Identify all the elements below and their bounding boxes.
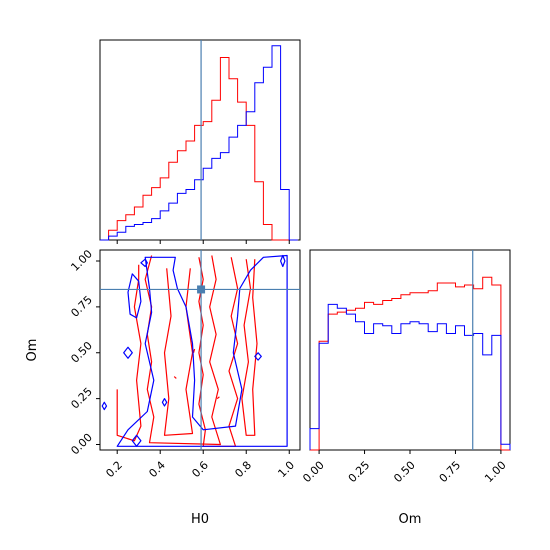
contour-series-0-level-2 (116, 264, 142, 442)
contour-series-1-level-3 (123, 346, 133, 359)
contour-ytick-label-4: 1.00 (68, 247, 95, 274)
contour-xtick-label-4: 1.0 (275, 459, 297, 481)
contour-xtick-label-3: 0.8 (232, 459, 254, 481)
contour-xtick-label-2: 0.6 (189, 459, 211, 481)
contour-ytick-label-3: 0.75 (68, 293, 95, 320)
hist-Om-xtick-label-0: 0.00 (300, 459, 327, 486)
contour-series-1-level-7 (161, 398, 168, 407)
hist-H0-ticks (116, 240, 290, 244)
contour-lines (101, 254, 288, 447)
contour-series-0-level-4 (241, 259, 258, 436)
hist-Om-xtick-label-2: 0.50 (391, 459, 418, 486)
hist-Om-xtick-label-3: 0.75 (437, 459, 464, 486)
hist-Om-content (309, 250, 511, 451)
contour-series-1-level-0 (116, 254, 288, 447)
hist-Om-ticks: 0.00 0.25 0.50 0.75 1.00 (300, 450, 509, 486)
contour-ytick-label-0: 0.00 (68, 431, 95, 458)
panel-hist-H0-frame (99, 39, 301, 241)
hist-H0-content (100, 40, 298, 241)
hist-H0-series-1-step (100, 45, 298, 241)
contour-series-0-level-6 (192, 348, 196, 353)
ylabel-Om: Om (25, 339, 40, 362)
contour-xtick-label-1: 0.4 (146, 459, 168, 481)
contour-series-0-level-3 (163, 268, 194, 436)
contour-series-0-level-5 (173, 376, 177, 379)
contour-truth-marker (197, 285, 206, 294)
contour-content (100, 250, 300, 450)
contour-series-1-level-5 (254, 352, 262, 361)
panel-hist-H0 (99, 39, 301, 244)
xlabel-H0: H0 (191, 512, 209, 527)
contour-ytick-label-2: 0.50 (68, 339, 95, 366)
contour-series-0-level-0 (144, 255, 221, 446)
contour-ticks: 0.2 0.4 0.6 0.8 1.0 0.00 0.25 0.50 0.75 1.00 (68, 247, 297, 480)
hist-Om-series-1-step (309, 303, 511, 450)
hist-Om-series-0-step (310, 276, 510, 451)
hist-H0-series-0-step (100, 57, 298, 241)
panel-contour-H0-Om: 0.2 0.4 0.6 0.8 1.0 0.00 0.25 0.50 0.75 1.00 H0 O… (25, 247, 301, 527)
panel-hist-Om-frame (309, 249, 511, 451)
contour-xtick-label-0: 0.2 (103, 459, 125, 481)
contour-series-1-level-1 (127, 273, 142, 319)
panel-contour-frame (99, 249, 301, 451)
contour-series-0-level-7 (216, 396, 220, 400)
hist-Om-xtick-label-1: 0.25 (346, 459, 373, 486)
contour-series-1-level-2 (101, 401, 108, 411)
xlabel-Om: Om (399, 512, 422, 527)
panel-hist-Om: 0.00 0.25 0.50 0.75 1.00 Om (300, 249, 511, 527)
contour-series-1-level-6 (131, 434, 142, 447)
contour-series-1-level-8 (280, 254, 286, 268)
hist-Om-xtick-label-4: 1.00 (482, 459, 509, 486)
contour-series-1-level-4 (140, 258, 148, 268)
contour-ytick-label-1: 0.25 (68, 385, 95, 412)
